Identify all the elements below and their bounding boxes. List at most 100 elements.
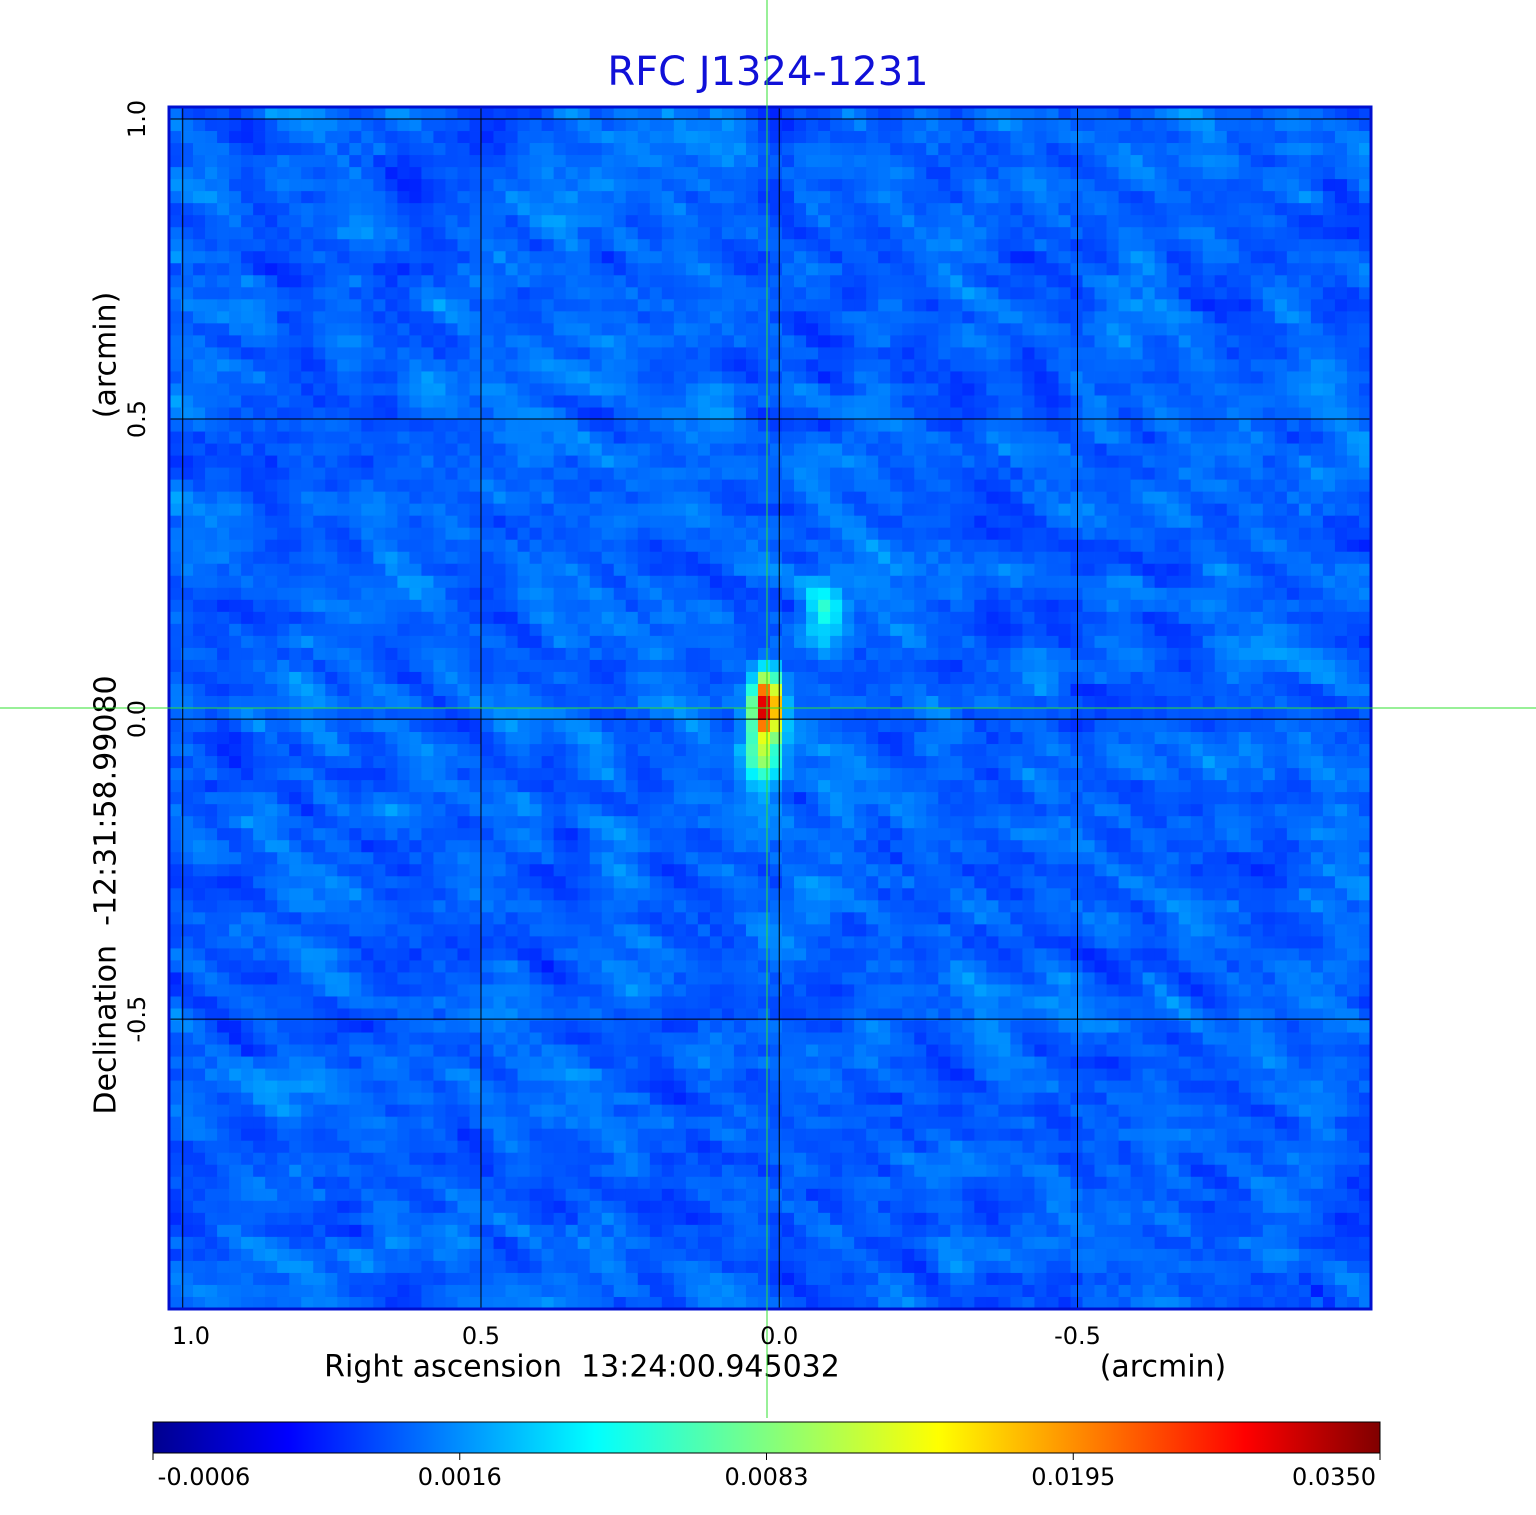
pixel [866,155,879,168]
pixel [661,359,675,372]
pixel [1178,479,1192,493]
pixel [926,359,939,372]
pixel [842,503,855,517]
pixel [1166,611,1180,625]
pixel [1058,239,1071,252]
pixel [1238,131,1252,144]
pixel [301,695,314,709]
pixel [1238,203,1252,216]
pixel [289,599,302,613]
pixel [697,383,711,396]
pixel [181,527,194,541]
pixel [337,647,350,661]
pixel [842,335,855,348]
pixel [553,323,567,336]
pixel [830,287,843,300]
pixel [205,407,218,420]
pixel [842,455,855,468]
pixel [1106,107,1119,120]
pixel [1298,131,1312,144]
pixel [589,551,603,565]
pixel [794,179,807,192]
pixel [914,563,927,577]
pixel [1046,227,1059,240]
pixel [1058,695,1071,709]
pixel [601,203,615,216]
pixel [1082,551,1095,565]
pixel [830,431,843,444]
pixel [469,263,482,276]
pixel [541,299,555,312]
pixel [505,599,518,613]
pixel [854,563,867,577]
pixel [842,179,855,192]
pixel [613,383,627,396]
pixel [818,239,831,252]
pixel [481,551,494,565]
pixel [986,455,999,468]
pixel [517,179,530,192]
pixel [878,383,891,396]
pixel [373,287,386,300]
pixel [890,491,903,505]
pixel [169,479,182,493]
pixel [998,239,1011,252]
pixel [613,131,627,144]
pixel [1262,119,1276,132]
pixel [1118,599,1131,613]
pixel [313,311,326,324]
pixel [794,407,807,420]
pixel [457,659,470,673]
pixel [277,287,290,300]
pixel [1202,419,1216,432]
pixel [1358,407,1372,420]
pixel [181,539,194,553]
pixel [1274,287,1288,300]
pixel [902,623,915,637]
pixel [289,107,302,120]
pixel [685,347,699,360]
pixel [517,383,530,396]
pixel [1142,467,1156,481]
pixel [1082,251,1095,264]
pixel [974,155,987,168]
pixel [349,491,362,505]
pixel [481,371,494,384]
pixel [890,455,903,468]
pixel [709,383,723,396]
pixel [842,203,855,216]
pixel [697,155,711,168]
pixel [397,347,410,360]
pixel [854,179,867,192]
pixel [902,395,915,408]
pixel [806,155,819,168]
pixel [685,431,699,444]
pixel [1046,179,1059,192]
pixel [685,407,699,420]
pixel [265,215,278,228]
pixel [830,683,843,697]
pixel [830,491,843,505]
pixel [517,299,530,312]
pixel [1046,599,1059,613]
pixel [613,623,627,637]
pixel [589,611,603,625]
pixel [229,383,242,396]
pixel [505,323,518,336]
pixel [565,143,579,156]
pixel [265,587,278,601]
pixel [1154,623,1168,637]
pixel [974,527,987,541]
pixel [433,539,446,553]
pixel [433,515,446,529]
pixel [745,287,759,300]
pixel [1154,383,1168,396]
pixel [433,143,446,156]
pixel [637,455,651,468]
pixel [950,455,963,468]
pixel [914,407,927,420]
pixel [998,191,1011,204]
pixel [1226,275,1240,288]
pixel [181,563,194,577]
pixel [217,287,230,300]
